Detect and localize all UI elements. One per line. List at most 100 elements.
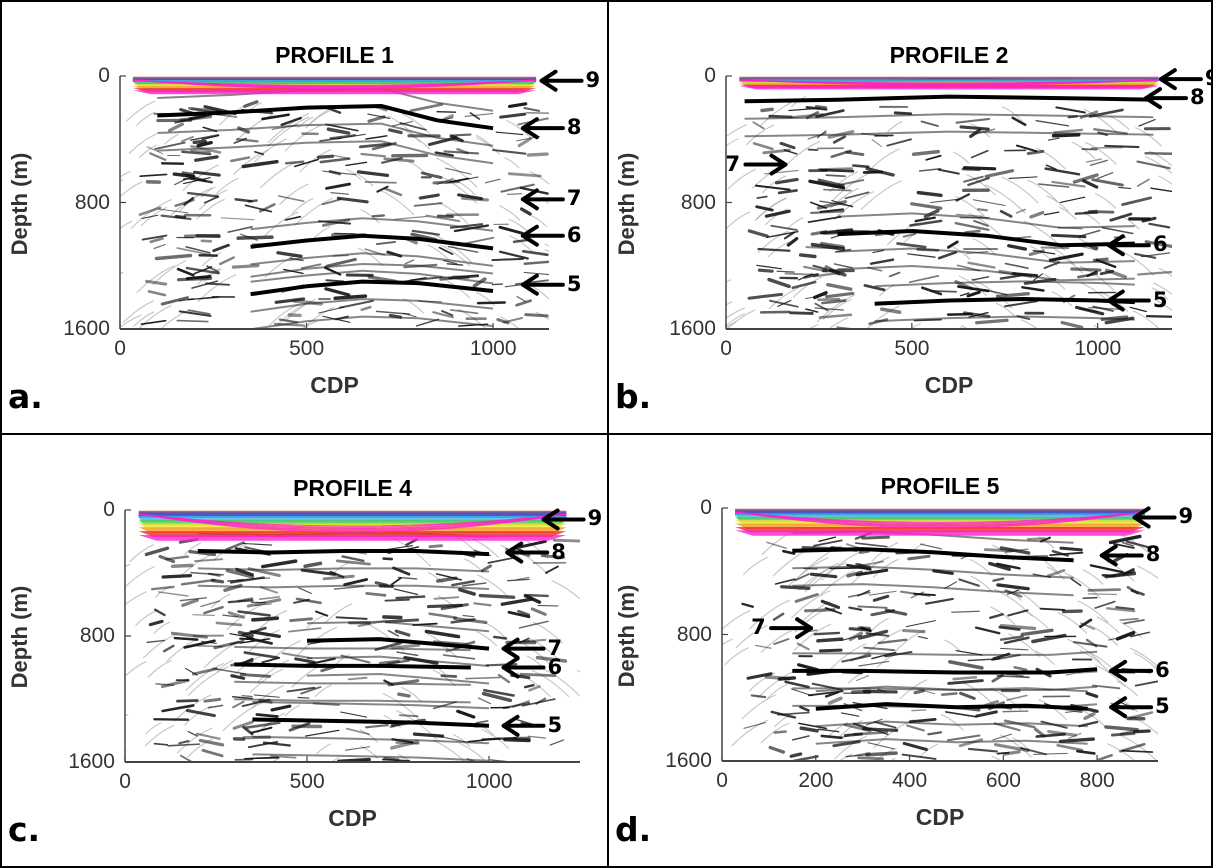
reflector-parallel bbox=[815, 738, 1088, 745]
seismic-event bbox=[341, 555, 365, 563]
seismic-event bbox=[231, 264, 260, 269]
seismic-event bbox=[984, 169, 1015, 179]
y-tick-label: 1600 bbox=[665, 749, 712, 772]
seismic-event bbox=[1070, 267, 1102, 272]
background-noise-stroke bbox=[1081, 709, 1107, 729]
reflector-parallel bbox=[792, 565, 1074, 579]
background-noise-stroke bbox=[324, 603, 353, 624]
background-noise-stroke bbox=[531, 215, 548, 227]
background-noise-stroke bbox=[125, 713, 129, 717]
background-noise-stroke bbox=[316, 743, 331, 755]
seismic-event bbox=[968, 311, 989, 318]
background-noise-stroke bbox=[451, 177, 476, 196]
seismic-event bbox=[149, 237, 164, 244]
background-noise-stroke bbox=[1158, 267, 1172, 278]
seismic-event bbox=[799, 726, 819, 733]
seismic-event bbox=[441, 114, 454, 122]
seismic-event bbox=[805, 246, 839, 250]
background-noise-stroke bbox=[398, 759, 405, 762]
seismic-event bbox=[818, 648, 843, 653]
seismic-event bbox=[387, 659, 411, 665]
seismic-event bbox=[526, 152, 549, 157]
seismic-event bbox=[921, 286, 943, 296]
seismic-event bbox=[328, 170, 342, 176]
background-noise-stroke bbox=[760, 630, 792, 654]
seismic-event bbox=[1125, 540, 1151, 549]
seismic-event bbox=[988, 561, 1011, 571]
seismic-event bbox=[1110, 731, 1136, 737]
background-noise-stroke bbox=[726, 312, 746, 327]
seismic-event bbox=[1083, 209, 1098, 214]
background-noise-stroke bbox=[1116, 680, 1138, 697]
background-noise-stroke bbox=[301, 320, 317, 329]
seismic-event bbox=[436, 576, 458, 583]
annotation-label-7: 7 bbox=[566, 186, 582, 211]
annotation-arrow-6 bbox=[520, 224, 565, 247]
background-noise-stroke bbox=[724, 646, 750, 666]
seismic-event bbox=[998, 625, 1021, 631]
background-noise-stroke bbox=[210, 760, 215, 762]
seismic-event bbox=[395, 741, 420, 745]
seismic-event bbox=[1141, 216, 1157, 223]
seismic-event bbox=[1121, 196, 1153, 206]
reflector-parallel bbox=[197, 584, 490, 590]
background-noise-stroke bbox=[748, 599, 791, 630]
reflector-horizon-8 bbox=[197, 549, 490, 557]
background-noise-stroke bbox=[1153, 298, 1172, 312]
background-noise-stroke bbox=[259, 161, 297, 189]
background-noise-stroke bbox=[1083, 212, 1101, 225]
seismic-event bbox=[970, 149, 989, 159]
background-noise-stroke bbox=[1105, 560, 1135, 582]
seismic-event bbox=[1074, 305, 1105, 316]
seismic-event bbox=[995, 292, 1030, 299]
seismic-event bbox=[799, 705, 810, 712]
seismic-event bbox=[767, 277, 791, 289]
background-noise-stroke bbox=[152, 260, 187, 286]
background-noise-stroke bbox=[203, 268, 222, 283]
seismic-event bbox=[1044, 167, 1081, 176]
seismic-event bbox=[483, 688, 515, 697]
seismic-event bbox=[187, 309, 211, 315]
seismic-event bbox=[1083, 712, 1096, 721]
seismic-event bbox=[762, 148, 791, 155]
seismic-event bbox=[817, 178, 845, 188]
seismic-event bbox=[500, 597, 534, 606]
seismic-event bbox=[989, 613, 1004, 620]
seismic-event bbox=[1029, 210, 1045, 219]
seismic-event bbox=[1068, 732, 1082, 740]
seismic-event bbox=[1019, 746, 1048, 756]
seismic-event bbox=[345, 161, 368, 167]
annotation-arrow-6 bbox=[1106, 234, 1151, 257]
annotation-arrow-9 bbox=[1158, 68, 1203, 91]
seismic-event bbox=[170, 631, 208, 639]
y-tick-label: 800 bbox=[74, 190, 110, 214]
seismic-event bbox=[358, 142, 392, 149]
annotation-arrow-5 bbox=[520, 273, 565, 296]
background-noise-stroke bbox=[807, 562, 840, 586]
seismic-event bbox=[161, 704, 195, 713]
seismic-event bbox=[178, 740, 190, 745]
seismic-event bbox=[764, 209, 791, 218]
seismic-event bbox=[462, 582, 487, 587]
seismic-event bbox=[141, 234, 168, 241]
background-noise-stroke bbox=[254, 138, 288, 163]
reflector-parallel bbox=[837, 264, 1135, 282]
seismic-event bbox=[393, 588, 419, 596]
reflector-horizon-6 bbox=[837, 229, 1135, 248]
seismic-event bbox=[1051, 180, 1086, 188]
seismic-event bbox=[187, 296, 220, 301]
background-noise-stroke bbox=[198, 189, 228, 211]
seismic-event bbox=[442, 654, 476, 660]
reflector-parallel bbox=[744, 130, 1154, 138]
background-noise-stroke bbox=[735, 624, 768, 649]
seismic-event bbox=[179, 597, 207, 602]
background-noise-stroke bbox=[1110, 115, 1130, 131]
seismic-event bbox=[913, 318, 942, 322]
x-tick-label: 0 bbox=[114, 337, 126, 360]
background-noise-stroke bbox=[138, 144, 158, 159]
seismic-event bbox=[940, 692, 958, 696]
seismic-event bbox=[198, 738, 225, 747]
seismic-event bbox=[1140, 252, 1171, 258]
seismic-event bbox=[1120, 730, 1135, 736]
background-noise-stroke bbox=[364, 622, 405, 652]
